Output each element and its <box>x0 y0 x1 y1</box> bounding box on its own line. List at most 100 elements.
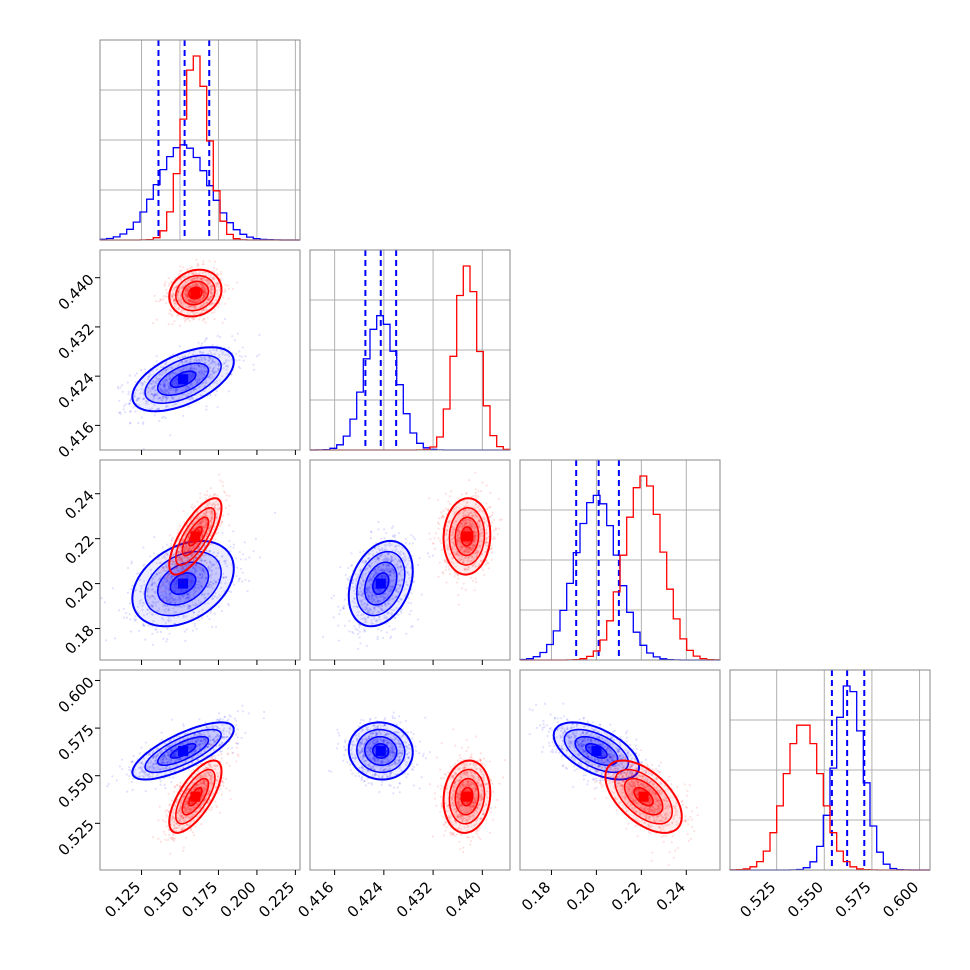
scatter-point-0 <box>154 597 157 600</box>
scatter-point-0 <box>221 532 224 535</box>
scatter-point-0 <box>191 396 194 399</box>
scatter-point-0 <box>175 582 178 586</box>
scatter-point-1 <box>174 301 177 304</box>
scatter-point-0 <box>138 602 141 605</box>
scatter-point-1 <box>202 291 206 294</box>
scatter-point-0 <box>161 416 164 419</box>
scatter-point-0 <box>189 579 192 582</box>
scatter-point-0 <box>157 558 160 561</box>
scatter-point-0 <box>193 622 196 625</box>
scatter-point-0 <box>190 367 194 370</box>
scatter-point-1 <box>219 273 222 276</box>
scatter-point-0 <box>128 402 131 406</box>
scatter-point-0 <box>211 359 214 362</box>
scatter-point-0 <box>176 605 179 608</box>
scatter-point-0 <box>165 640 168 643</box>
scatter-point-0 <box>165 580 169 583</box>
scatter-point-0 <box>165 379 168 382</box>
scatter-point-0 <box>134 392 137 395</box>
scatter-point-0 <box>162 594 165 597</box>
scatter-point-0 <box>195 564 198 567</box>
scatter-point-1 <box>192 273 195 276</box>
scatter-point-0 <box>209 562 212 565</box>
scatter-point-0 <box>156 378 159 381</box>
scatter-point-0 <box>400 611 403 614</box>
scatter-point-0 <box>208 567 211 570</box>
scatter-point-0 <box>204 379 207 382</box>
scatter-point-0 <box>219 336 222 339</box>
scatter-point-0 <box>165 369 168 372</box>
scatter-point-0 <box>235 574 238 578</box>
scatter-point-1 <box>199 298 202 301</box>
peak-1 <box>190 531 201 542</box>
scatter-point-0 <box>151 577 154 580</box>
scatter-point-1 <box>205 562 208 565</box>
scatter-point-0 <box>211 597 214 600</box>
scatter-point-0 <box>175 611 178 614</box>
scatter-point-1 <box>209 297 212 300</box>
scatter-point-0 <box>195 382 198 385</box>
scatter-point-0 <box>151 393 155 396</box>
scatter-point-0 <box>213 361 217 364</box>
scatter-point-1 <box>204 291 207 294</box>
scatter-point-0 <box>168 598 171 601</box>
scatter-point-0 <box>199 385 202 388</box>
scatter-point-1 <box>161 584 164 587</box>
scatter-point-0 <box>172 371 175 374</box>
scatter-point-0 <box>150 604 153 607</box>
scatter-point-0 <box>215 379 218 382</box>
scatter-point-1 <box>153 294 156 297</box>
scatter-point-0 <box>204 358 207 361</box>
scatter-point-0 <box>195 590 198 593</box>
scatter-point-0 <box>223 560 226 563</box>
scatter-point-1 <box>208 282 212 285</box>
scatter-point-1 <box>212 541 215 544</box>
scatter-point-0 <box>208 365 211 369</box>
scatter-point-0 <box>218 605 221 608</box>
scatter-point-0 <box>175 390 178 393</box>
scatter-point-1 <box>201 287 204 290</box>
scatter-point-0 <box>188 377 191 380</box>
scatter-point-0 <box>180 576 183 579</box>
scatter-point-0 <box>184 639 187 642</box>
scatter-point-0 <box>244 558 247 561</box>
scatter-point-1 <box>177 293 180 296</box>
scatter-point-0 <box>147 375 150 379</box>
scatter-point-1 <box>174 305 177 308</box>
scatter-point-1 <box>193 306 196 309</box>
scatter-point-1 <box>184 293 187 296</box>
scatter-point-0 <box>213 371 216 374</box>
scatter-point-0 <box>214 580 217 584</box>
scatter-point-0 <box>147 387 150 390</box>
scatter-point-0 <box>190 375 194 378</box>
scatter-point-1 <box>186 267 189 271</box>
scatter-point-1 <box>199 305 202 308</box>
scatter-point-1 <box>210 286 213 289</box>
scatter-point-0 <box>186 607 189 610</box>
scatter-point-0 <box>126 591 130 594</box>
scatter-point-0 <box>241 571 244 574</box>
scatter-point-1 <box>177 307 181 310</box>
scatter-point-1 <box>185 295 188 298</box>
scatter-point-0 <box>150 588 153 591</box>
scatter-point-0 <box>158 396 161 400</box>
scatter-point-0 <box>186 604 189 607</box>
scatter-point-0 <box>192 603 195 607</box>
scatter-point-1 <box>209 289 212 292</box>
scatter-point-0 <box>175 388 178 392</box>
scatter-point-0 <box>167 588 170 591</box>
scatter-point-1 <box>213 311 216 314</box>
scatter-point-1 <box>202 319 205 322</box>
scatter-point-1 <box>191 272 194 275</box>
scatter-point-1 <box>205 288 208 291</box>
scatter-point-0 <box>385 532 388 535</box>
scatter-point-0 <box>151 588 154 591</box>
scatter-point-0 <box>161 598 164 601</box>
scatter-point-0 <box>354 627 357 630</box>
scatter-point-0 <box>162 365 165 368</box>
scatter-point-0 <box>167 589 171 592</box>
scatter-point-0 <box>142 564 145 567</box>
scatter-point-0 <box>209 550 212 553</box>
scatter-point-0 <box>137 612 140 615</box>
scatter-point-0 <box>197 566 200 569</box>
